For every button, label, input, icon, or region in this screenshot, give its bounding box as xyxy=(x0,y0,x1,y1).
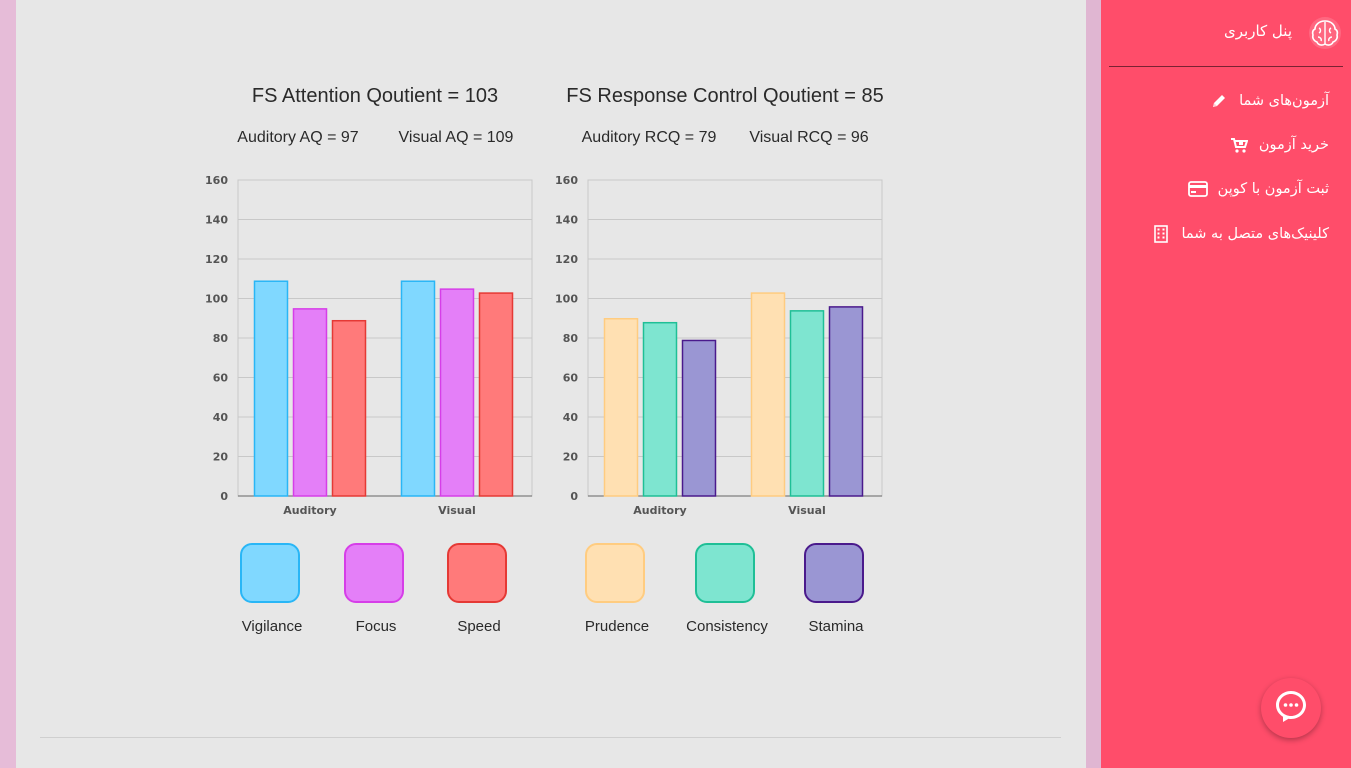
main-panel xyxy=(16,0,1086,768)
chart-1-y-tick-label: 80 xyxy=(563,332,579,345)
chart-0-bar-vigilance-auditory xyxy=(253,280,289,497)
sidebar-item-your-tests[interactable]: آزمون‌های شما xyxy=(1209,88,1329,114)
chart-0-y-tick-label: 100 xyxy=(205,293,228,306)
chart-1-y-tick-label: 0 xyxy=(570,490,578,503)
visual-aq-label: Visual AQ = 109 xyxy=(398,129,514,146)
legend-speed-swatch[interactable] xyxy=(447,543,507,603)
chart-1-bar-consistency-auditory xyxy=(642,321,678,497)
sidebar-item-buy-test[interactable]: خرید آزمون xyxy=(1229,132,1329,158)
sidebar-item-coupon-register[interactable]: ثبت آزمون با کوپن xyxy=(1187,176,1329,202)
legend-consistency-label: Consistency xyxy=(686,618,768,635)
sidebar-item-label: آزمون‌های شما xyxy=(1239,93,1329,109)
legend-prudence-swatch[interactable] xyxy=(585,543,645,603)
chart-0-y-tick-label: 20 xyxy=(213,451,229,464)
chart-0-bar-vigilance-visual xyxy=(400,280,436,497)
chart-0-y-tick-label: 0 xyxy=(220,490,228,503)
legend-stamina-label: Stamina xyxy=(808,618,864,635)
chart-1-y-tick-label: 20 xyxy=(563,451,579,464)
chart-1-bar-consistency-visual xyxy=(789,310,825,497)
chart-1-bar-stamina-auditory xyxy=(681,339,717,497)
chart-0-x-category-label: Auditory xyxy=(283,504,336,517)
chart-1-bar-prudence-visual xyxy=(750,292,786,497)
chart-0-y-tick-label: 60 xyxy=(213,372,229,385)
chart-1-y-tick-label: 40 xyxy=(563,411,579,424)
bottom-divider xyxy=(40,737,1061,738)
legend-prudence-label: Prudence xyxy=(584,618,650,635)
sidebar-item-label: ثبت آزمون با کوپن xyxy=(1217,181,1329,197)
chart-1-x-category-label: Visual xyxy=(788,504,826,517)
legend-vigilance-label: Vigilance xyxy=(241,618,303,635)
legend-stamina-swatch[interactable] xyxy=(804,543,864,603)
legend-vigilance-swatch[interactable] xyxy=(240,543,300,603)
chart-1-x-category-label: Auditory xyxy=(633,504,686,517)
brain-logo-icon[interactable] xyxy=(1308,16,1342,50)
sidebar-gap xyxy=(1086,0,1101,768)
credit-card-icon xyxy=(1187,179,1208,199)
building-icon xyxy=(1151,224,1171,244)
chart-0-bar-focus-auditory xyxy=(292,308,328,497)
chart-1-bar-stamina-visual xyxy=(828,306,864,497)
sidebar-item-label: کلینیک‌های متصل به شما xyxy=(1181,226,1329,242)
pencil-icon xyxy=(1209,91,1229,111)
chart-0-y-tick-label: 120 xyxy=(205,253,228,266)
chart-0-bar-focus-visual xyxy=(439,288,475,497)
chat-bubble-icon xyxy=(1274,689,1308,727)
sidebar: پنل کاربری آزمون‌های شما خرید آزمون ثبت … xyxy=(1101,0,1351,768)
visual-rcq-label: Visual RCQ = 96 xyxy=(749,129,869,146)
chart-1-bar-prudence-auditory xyxy=(603,318,639,497)
sidebar-divider xyxy=(1109,66,1343,67)
chart-0-bar-speed-auditory xyxy=(331,319,367,497)
chart-0-y-tick-label: 80 xyxy=(213,332,229,345)
attention-title: FS Attention Qoutient = 103 xyxy=(251,85,499,107)
sidebar-item-clinics[interactable]: کلینیک‌های متصل به شما xyxy=(1151,221,1329,247)
chart-0-bar-speed-visual xyxy=(478,292,514,497)
chart-1-y-tick-label: 100 xyxy=(555,293,578,306)
legend-speed-label: Speed xyxy=(457,618,501,635)
chat-button[interactable] xyxy=(1261,678,1321,738)
chart-0-y-tick-label: 160 xyxy=(205,174,228,187)
auditory-aq-label: Auditory AQ = 97 xyxy=(237,129,359,146)
sidebar-item-label: خرید آزمون xyxy=(1258,137,1329,153)
cart-icon xyxy=(1229,135,1249,155)
legend-focus-swatch[interactable] xyxy=(344,543,404,603)
chart-0-y-tick-label: 140 xyxy=(205,214,228,227)
chart-1-y-tick-label: 120 xyxy=(555,253,578,266)
auditory-rcq-label: Auditory RCQ = 79 xyxy=(581,129,717,146)
chart-0-x-category-label: Visual xyxy=(438,504,476,517)
chart-1-y-tick-label: 60 xyxy=(563,372,579,385)
sidebar-title: پنل کاربری xyxy=(1224,22,1292,40)
response-title: FS Response Control Qoutient = 85 xyxy=(566,85,884,107)
chart-1-y-tick-label: 140 xyxy=(555,214,578,227)
chart-0-y-tick-label: 40 xyxy=(213,411,229,424)
legend-focus-label: Focus xyxy=(355,618,397,635)
sidebar-header: پنل کاربری xyxy=(1101,0,1351,66)
legend-consistency-swatch[interactable] xyxy=(695,543,755,603)
chart-1-y-tick-label: 160 xyxy=(555,174,578,187)
